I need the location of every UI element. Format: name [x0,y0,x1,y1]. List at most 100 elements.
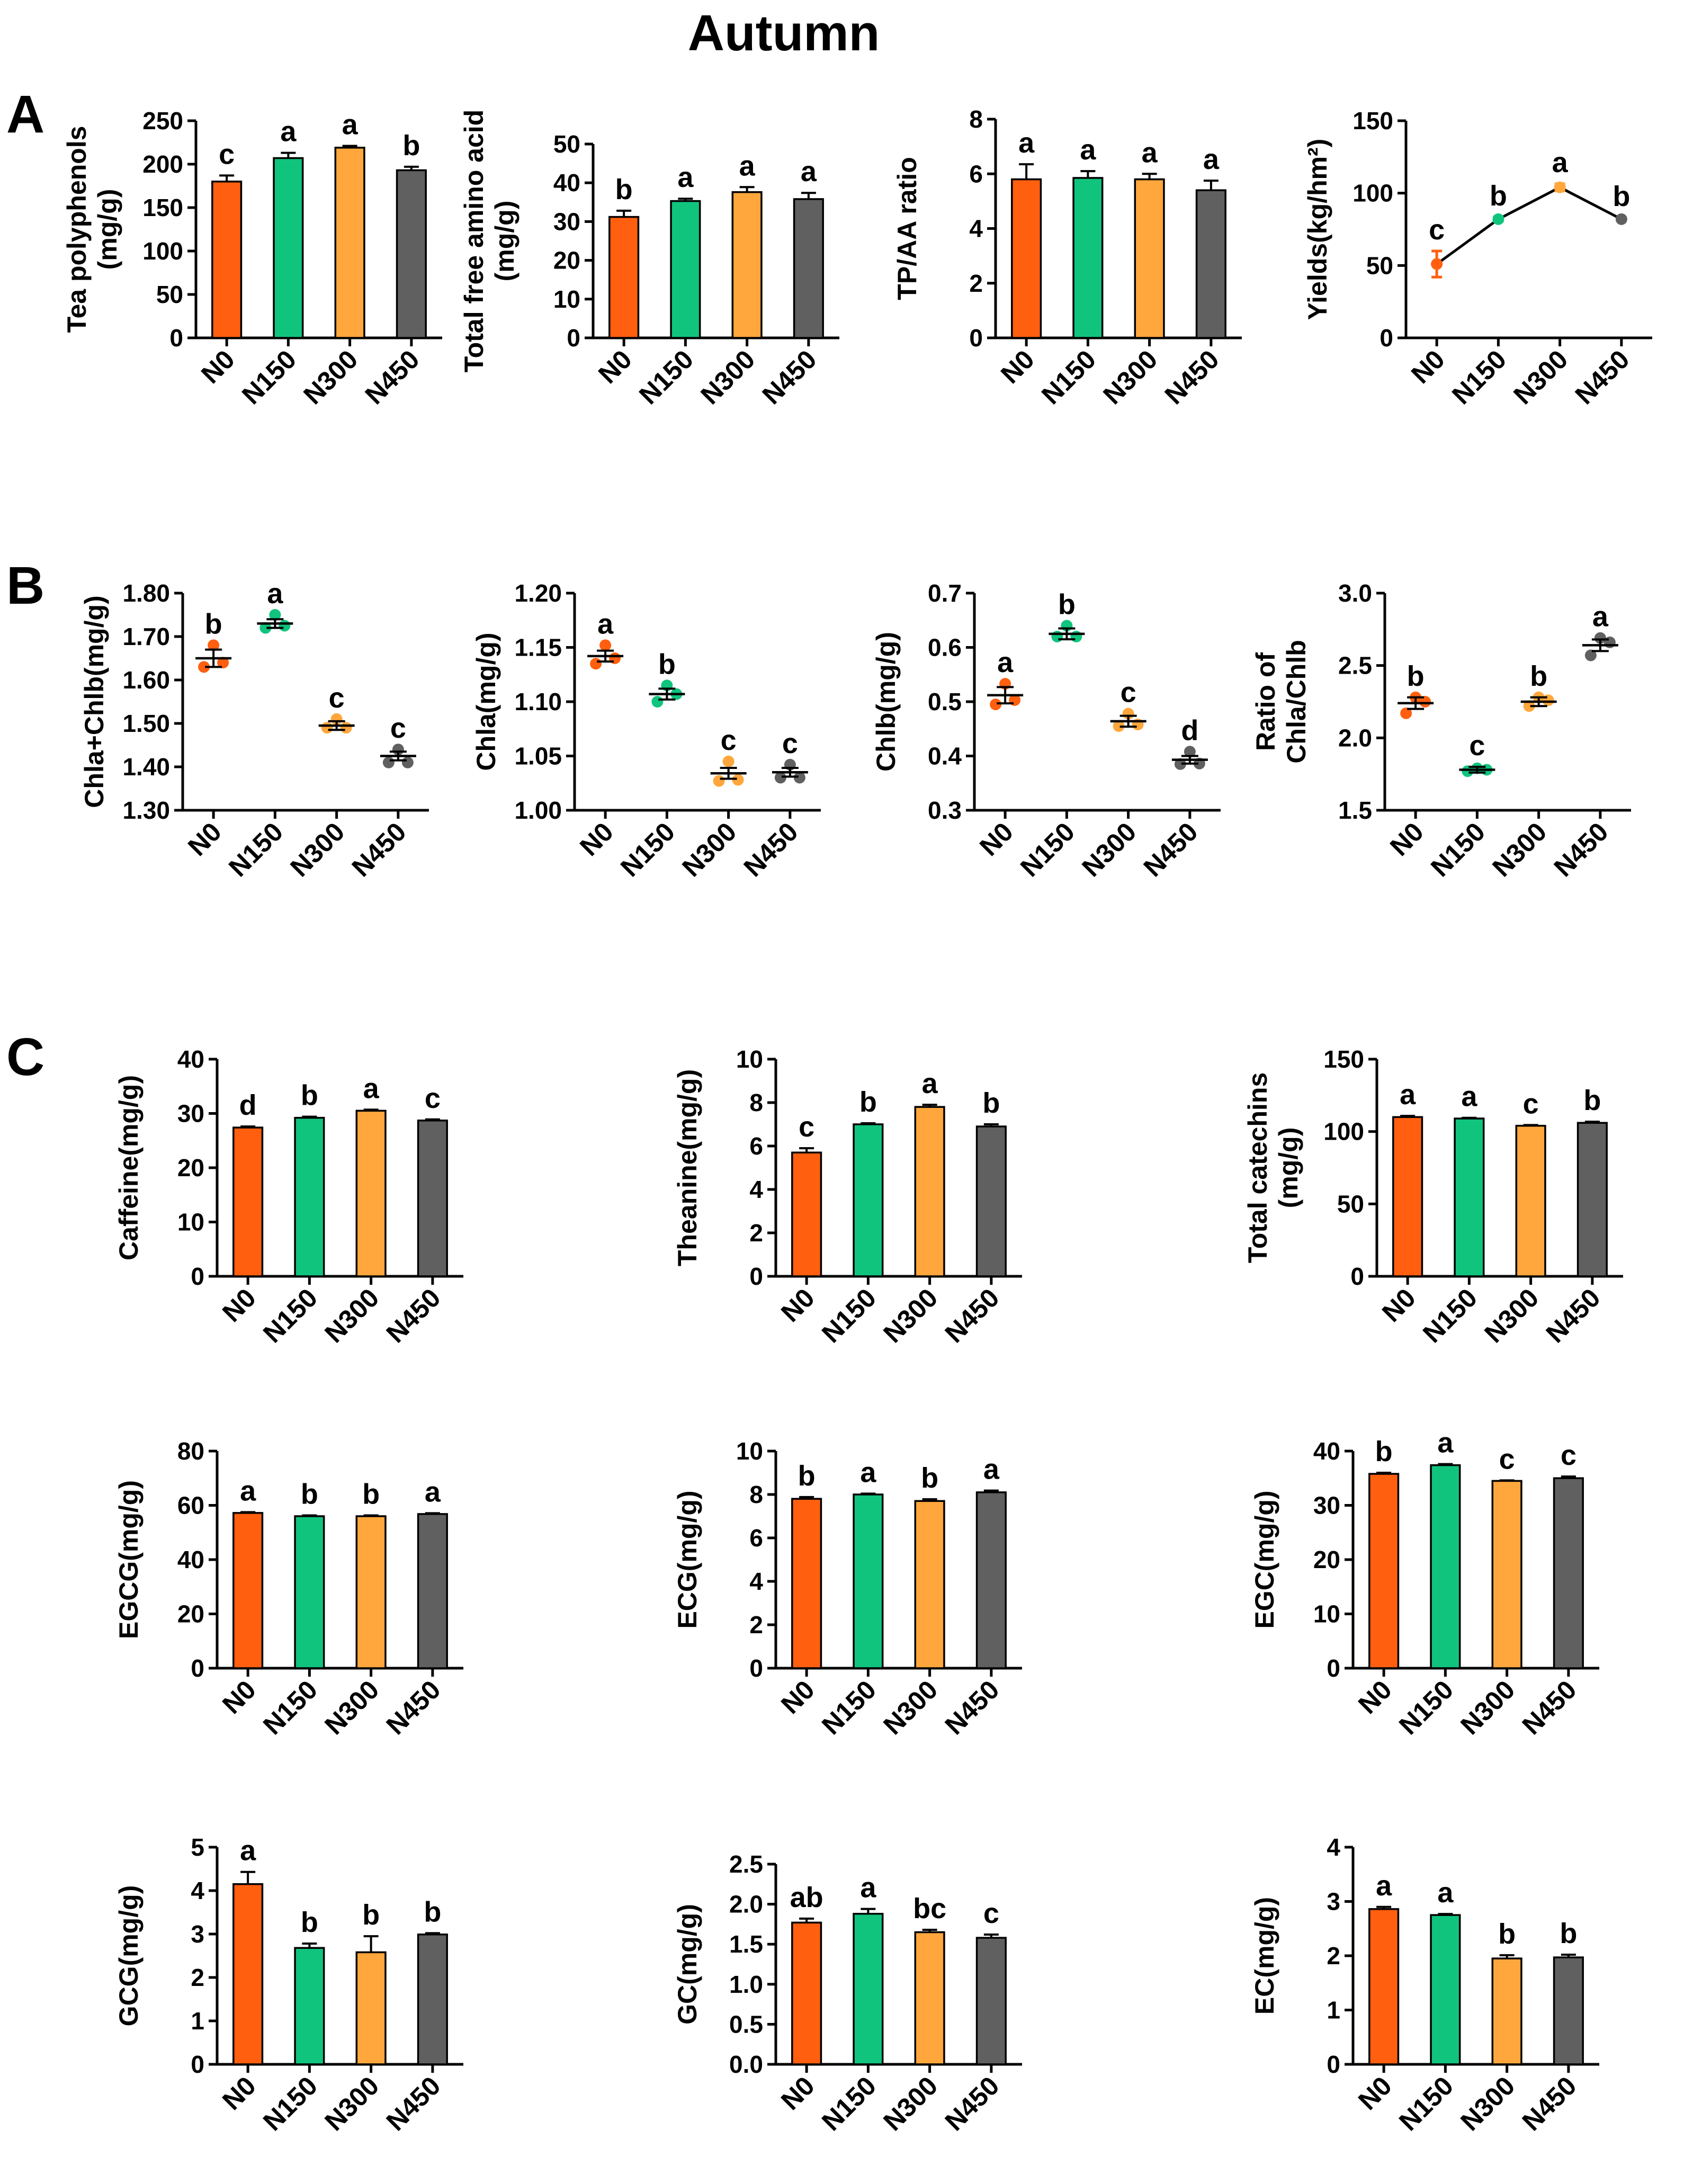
chlab-x-label-N300: N300 [284,817,350,882]
egcg-y-tick-label-3: 60 [177,1492,204,1519]
catechins-letter-N300: c [1523,1088,1539,1120]
chlb-point-N0-0 [990,699,1002,711]
chart-ecg: 0 2 4 6 8 10 ECG(mg/g) b N0 a N150 b N300 a N450 [673,1437,1022,1740]
aa-y-tick-label-4: 40 [553,169,580,196]
ec-y-tick-label-3: 3 [1327,1888,1340,1916]
chlab-y-tick-label-4: 1.70 [122,623,170,650]
yield-y-tick-label-2: 100 [1352,180,1393,207]
chlb-point-N150-0 [1051,631,1063,642]
egc-y-tick-label-2: 20 [1313,1546,1340,1573]
tp-x-label-N450: N450 [360,344,425,410]
chla-letter-N150: b [658,648,676,680]
chlab-y-tick-label-3: 1.60 [122,666,170,694]
chlb-letter-N300: c [1121,677,1136,709]
catechins-ylabel-line-1: (mg/g) [1274,1127,1303,1209]
theanine-x-label-N150: N150 [816,1283,882,1348]
chlab-letter-N150: a [267,578,283,610]
egc-y-tick-label-4: 40 [1313,1437,1340,1465]
ec-bar-N150 [1430,1914,1461,2065]
caffeine-y-tick-label-4: 40 [177,1045,204,1073]
gcg-y-tick-label-4: 4 [191,1877,204,1904]
theanine-y-tick-label-1: 2 [749,1219,763,1247]
chart-chlab: 1.30 1.40 1.50 1.60 1.70 1.80 Chla+Chlb(mg/g) b… [79,578,429,882]
ratio-point-N0-1 [1419,696,1431,708]
gcg-letter-N450: b [424,1896,441,1928]
ecg-bar-N450 [975,1491,1007,1669]
gcg-bar-N300 [355,1951,387,2065]
gc-bar-N300 [914,1931,945,2065]
chla-y-tick-label-2: 1.10 [514,688,562,715]
aa-y-tick-label-2: 20 [553,247,580,274]
catechins-bar-N450 [1576,1122,1608,1277]
gc-x-label-N0: N0 [775,2071,820,2116]
aa-y-tick-label-1: 10 [553,285,580,313]
ec-y-tick-label-2: 2 [1327,1942,1340,1970]
ecg-x-label-N150: N150 [816,1675,882,1740]
chlab-point-N300-1 [340,722,352,734]
aa-bar-N300 [731,191,763,339]
chla-point-N300-0 [713,775,725,787]
theanine-ylabel-line-0: Theanine(mg/g) [673,1069,702,1266]
tpaa-y-tick-label-0: 0 [969,324,983,352]
gcg-y-tick-label-0: 0 [191,2051,204,2078]
chlab-y-tick-label-0: 1.30 [122,796,170,824]
chla-point-N150-0 [651,696,664,708]
ratio-x-label-N300: N300 [1486,817,1552,882]
ecg-bar-N0 [791,1498,822,1669]
egcg-x-label-N450: N450 [381,1675,446,1740]
gcg-letter-N150: b [301,1906,318,1938]
tp-y-tick-label-4: 200 [142,150,183,178]
gcg-bar-N450 [417,1934,448,2065]
gc-y-tick-label-5: 2.5 [729,1850,763,1878]
yield-x-label-N300: N300 [1508,344,1573,410]
yield-point-N300 [1554,181,1566,193]
chla-point-N300-1 [732,774,744,786]
chla-ylabel-line-0: Chla(mg/g) [471,632,501,771]
caffeine-y-tick-label-1: 10 [177,1209,204,1236]
tp-letter-N300: a [342,109,359,141]
theanine-letter-N0: c [799,1111,814,1143]
ratio-x-label-N450: N450 [1548,817,1614,882]
catechins-x-label-N150: N150 [1417,1283,1483,1348]
ec-x-label-N450: N450 [1517,2071,1582,2136]
tpaa-letter-N0: a [1018,127,1035,159]
egc-bar-N300 [1491,1480,1522,1669]
gc-letter-N0: ab [790,1882,823,1913]
yield-ylabel-line-0: Yields(kg/hm²) [1303,139,1332,320]
aa-y-tick-label-0: 0 [567,324,580,352]
chla-letter-N0: a [597,608,614,640]
caffeine-x-label-N300: N300 [319,1283,384,1348]
yield-y-tick-label-0: 0 [1380,324,1393,352]
egcg-y-tick-label-4: 80 [177,1437,204,1465]
aa-y-tick-label-5: 50 [553,130,580,158]
theanine-letter-N300: a [922,1068,938,1099]
theanine-y-tick-label-3: 6 [749,1132,763,1160]
caffeine-y-tick-label-0: 0 [191,1263,204,1290]
ecg-y-tick-label-5: 10 [736,1437,763,1465]
ec-x-label-N150: N150 [1393,2071,1459,2136]
ecg-y-tick-label-3: 6 [749,1524,763,1552]
chart-catechins: 0 50 100 150 Total catechins (mg/g) a N0 a N150 c N… [1243,1045,1623,1348]
theanine-x-label-N0: N0 [775,1283,820,1328]
ec-y-tick-label-0: 0 [1327,2051,1340,2078]
theanine-bar-N150 [853,1123,884,1277]
tpaa-letter-N300: a [1142,137,1158,168]
catechins-y-tick-label-0: 0 [1350,1263,1364,1290]
chlb-point-N450-0 [1174,758,1186,770]
aa-ylabel-line-0: Total free amino acid [459,110,489,372]
ec-letter-N0: a [1376,1870,1392,1902]
ecg-y-tick-label-0: 0 [749,1654,763,1682]
caffeine-letter-N450: c [425,1082,441,1114]
panel-label-b: B [6,556,44,615]
tpaa-y-tick-label-3: 6 [969,160,983,187]
chlb-letter-N150: b [1058,589,1076,621]
egcg-ylabel-line-0: EGCG(mg/g) [114,1480,144,1639]
egc-letter-N150: a [1437,1427,1454,1459]
gcg-bar-N150 [294,1947,325,2065]
theanine-bar-N300 [914,1106,945,1277]
theanine-y-tick-label-5: 10 [736,1045,763,1073]
egcg-x-label-N150: N150 [257,1675,323,1740]
aa-x-label-N450: N450 [757,344,822,410]
chla-x-label-N0: N0 [574,817,619,862]
